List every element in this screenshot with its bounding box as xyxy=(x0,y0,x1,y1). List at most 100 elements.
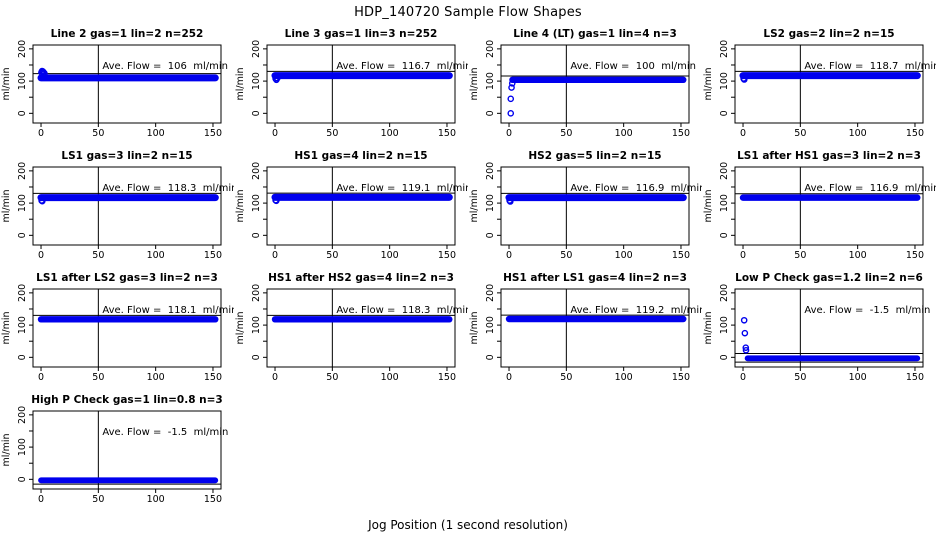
subplot-title: HS1 after HS2 gas=4 lin=2 n=3 xyxy=(268,272,454,284)
y-tick-label: 200 xyxy=(17,162,28,180)
y-tick-label: 200 xyxy=(17,40,28,58)
x-tick-label: 150 xyxy=(672,128,690,139)
x-tick-label: 50 xyxy=(92,372,104,383)
y-tick-label: 100 xyxy=(17,194,28,212)
y-tick-label: 100 xyxy=(719,316,730,334)
y-tick-label: 100 xyxy=(17,438,28,456)
data-point xyxy=(741,329,749,337)
x-tick-label: 150 xyxy=(906,372,924,383)
x-tick-label: 50 xyxy=(794,372,806,383)
y-tick-label: 200 xyxy=(251,162,262,180)
y-axis-label: ml/min xyxy=(235,189,246,222)
x-tick-label: 150 xyxy=(672,250,690,261)
y-axis-label: ml/min xyxy=(1,189,12,222)
x-tick-label: 100 xyxy=(615,372,633,383)
plot-box xyxy=(32,410,222,490)
y-axis-label: ml/min xyxy=(235,67,246,100)
subplot-4: 0 50 100 150 0 100 200 ml/min LS2 gas=2 lin=2 n=… xyxy=(703,28,936,139)
y-tick-label: 100 xyxy=(251,316,262,334)
subplot-12: 0 50 100 150 0 100 200 ml/min Low P Check gas=1.… xyxy=(703,272,930,383)
ave-flow-annotation: Ave. Flow = 116.7 ml/min xyxy=(336,61,468,72)
x-tick-label: 50 xyxy=(794,128,806,139)
x-tick-label: 100 xyxy=(849,372,867,383)
plot-box xyxy=(266,44,456,124)
y-tick-label: 200 xyxy=(17,406,28,424)
y-tick-label: 100 xyxy=(17,316,28,334)
plot-box xyxy=(734,44,924,124)
y-tick-label: 200 xyxy=(485,162,496,180)
x-tick-label: 150 xyxy=(204,494,222,505)
y-tick-label: 0 xyxy=(17,476,28,482)
x-tick-label: 50 xyxy=(560,250,572,261)
subplot-7: 0 50 100 150 0 100 200 ml/min HS2 gas=5 lin=2 n=… xyxy=(469,150,702,261)
ave-flow-annotation: Ave. Flow = 100 ml/min xyxy=(570,61,696,72)
subplot-10: 0 50 100 150 0 100 200 ml/min HS1 after HS2 gas=… xyxy=(235,272,468,383)
x-tick-label: 100 xyxy=(381,128,399,139)
y-axis-label: ml/min xyxy=(469,67,480,100)
y-axis-label: ml/min xyxy=(1,311,12,344)
plot-box xyxy=(500,44,690,124)
y-tick-label: 0 xyxy=(485,354,496,360)
subplot-title: LS1 gas=3 lin=2 n=15 xyxy=(61,150,192,162)
y-axis-label: ml/min xyxy=(469,311,480,344)
y-tick-label: 100 xyxy=(719,194,730,212)
y-tick-label: 0 xyxy=(485,232,496,238)
data-point xyxy=(507,95,515,103)
subplot-title: LS1 after LS2 gas=3 lin=2 n=3 xyxy=(36,272,218,284)
subplot-title: HS1 gas=4 lin=2 n=15 xyxy=(294,150,427,162)
y-tick-label: 0 xyxy=(251,232,262,238)
y-tick-label: 100 xyxy=(251,72,262,90)
x-tick-label: 0 xyxy=(272,128,278,139)
y-tick-label: 0 xyxy=(251,354,262,360)
data-point xyxy=(740,316,748,324)
subplot-6: 0 50 100 150 0 100 200 ml/min HS1 gas=4 lin=2 n=… xyxy=(235,150,468,261)
x-tick-label: 150 xyxy=(204,372,222,383)
ave-flow-annotation: Ave. Flow = 119.1 ml/min xyxy=(336,183,468,194)
ave-flow-annotation: Ave. Flow = 118.3 ml/min xyxy=(336,305,468,316)
x-tick-label: 0 xyxy=(38,128,44,139)
x-tick-label: 100 xyxy=(381,250,399,261)
subplot-5: 0 50 100 150 0 100 200 ml/min LS1 gas=3 lin=2 n=… xyxy=(1,150,234,261)
y-tick-label: 0 xyxy=(17,110,28,116)
subplot-9: 0 50 100 150 0 100 200 ml/min LS1 after LS2 gas=… xyxy=(1,272,234,383)
chart-title: HDP_140720 Sample Flow Shapes xyxy=(354,5,582,20)
subplot-11: 0 50 100 150 0 100 200 ml/min HS1 after LS1 gas=… xyxy=(469,272,702,383)
subplot-title: HS2 gas=5 lin=2 n=15 xyxy=(528,150,661,162)
subplot-2: 0 50 100 150 0 100 200 ml/min Line 3 gas=1 lin=3… xyxy=(235,28,468,139)
ave-flow-annotation: Ave. Flow = -1.5 ml/min xyxy=(102,427,228,438)
y-axis-label: ml/min xyxy=(703,67,714,100)
x-tick-label: 100 xyxy=(147,128,165,139)
x-tick-label: 150 xyxy=(672,372,690,383)
x-tick-label: 150 xyxy=(906,128,924,139)
subplot-title: Line 2 gas=1 lin=2 n=252 xyxy=(51,28,204,40)
y-axis-label: ml/min xyxy=(1,433,12,466)
x-tick-label: 100 xyxy=(147,494,165,505)
x-tick-label: 50 xyxy=(92,128,104,139)
ave-flow-annotation: Ave. Flow = 106 ml/min xyxy=(102,61,228,72)
x-tick-label: 0 xyxy=(272,250,278,261)
x-tick-label: 150 xyxy=(204,128,222,139)
y-tick-label: 200 xyxy=(251,40,262,58)
y-axis-label: ml/min xyxy=(235,311,246,344)
y-tick-label: 0 xyxy=(719,232,730,238)
ave-flow-annotation: Ave. Flow = -1.5 ml/min xyxy=(804,305,930,316)
x-tick-label: 50 xyxy=(326,128,338,139)
data-point xyxy=(742,346,750,354)
x-tick-label: 150 xyxy=(438,250,456,261)
x-tick-label: 50 xyxy=(92,494,104,505)
ave-flow-annotation: Ave. Flow = 118.1 ml/min xyxy=(102,305,234,316)
subplot-1: 0 50 100 150 0 100 200 ml/min Line 2 gas=1 lin=2… xyxy=(1,28,228,139)
x-tick-label: 100 xyxy=(849,128,867,139)
x-tick-label: 50 xyxy=(326,250,338,261)
plot-box xyxy=(32,166,222,246)
x-tick-label: 0 xyxy=(506,128,512,139)
plot-box xyxy=(32,44,222,124)
y-tick-label: 100 xyxy=(719,72,730,90)
y-axis-label: ml/min xyxy=(703,189,714,222)
y-axis-label: ml/min xyxy=(1,67,12,100)
x-tick-label: 0 xyxy=(740,372,746,383)
y-tick-label: 0 xyxy=(719,110,730,116)
y-tick-label: 0 xyxy=(17,232,28,238)
y-tick-label: 100 xyxy=(485,194,496,212)
x-tick-label: 100 xyxy=(615,128,633,139)
